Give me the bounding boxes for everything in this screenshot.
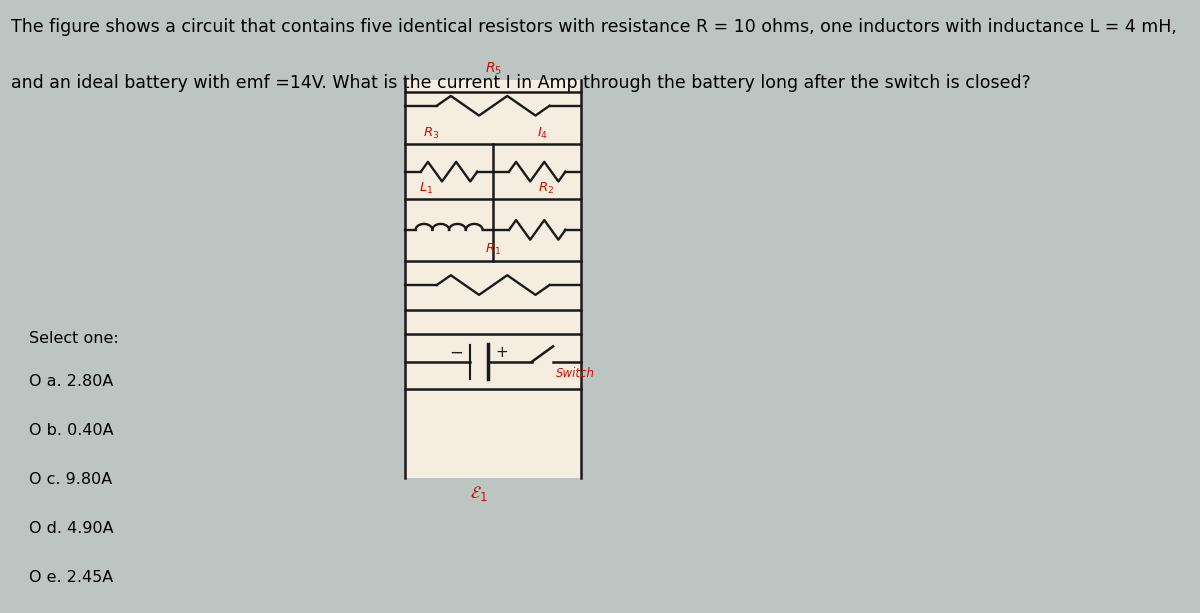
Text: $R_1$: $R_1$ bbox=[485, 242, 502, 257]
Text: O d. 4.90A: O d. 4.90A bbox=[29, 521, 113, 536]
Text: O b. 0.40A: O b. 0.40A bbox=[29, 423, 113, 438]
Text: $\mathcal{E}_1$: $\mathcal{E}_1$ bbox=[470, 484, 488, 503]
Text: and an ideal battery with emf =14V. What is the current I in Amp through the bat: and an ideal battery with emf =14V. What… bbox=[12, 74, 1031, 91]
Text: $L_1$: $L_1$ bbox=[419, 181, 433, 196]
Text: $R_3$: $R_3$ bbox=[424, 126, 439, 141]
Text: $R_5$: $R_5$ bbox=[485, 60, 502, 77]
Text: O a. 2.80A: O a. 2.80A bbox=[29, 374, 113, 389]
Text: O e. 2.45A: O e. 2.45A bbox=[29, 570, 113, 585]
Text: The figure shows a circuit that contains five identical resistors with resistanc: The figure shows a circuit that contains… bbox=[12, 18, 1177, 36]
Text: $R_2$: $R_2$ bbox=[538, 181, 554, 196]
Text: O c. 9.80A: O c. 9.80A bbox=[29, 472, 112, 487]
Text: +: + bbox=[496, 345, 508, 360]
Text: Select one:: Select one: bbox=[29, 331, 119, 346]
Text: −: − bbox=[449, 343, 463, 362]
Text: Switch: Switch bbox=[556, 367, 595, 379]
Text: $I_4$: $I_4$ bbox=[536, 126, 548, 141]
